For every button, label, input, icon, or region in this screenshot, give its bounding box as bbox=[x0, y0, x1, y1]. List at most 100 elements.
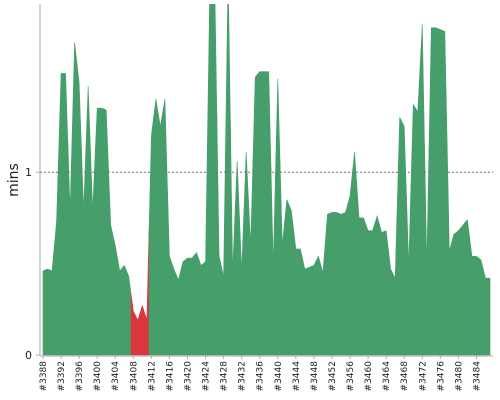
area-segment bbox=[44, 268, 51, 356]
area-segment bbox=[248, 161, 254, 356]
area-segment bbox=[279, 162, 285, 356]
area-segment bbox=[455, 227, 461, 356]
x-tick-label: #3388 bbox=[39, 361, 49, 392]
x-tick-label: #3448 bbox=[310, 361, 320, 392]
x-tick-label: #3464 bbox=[382, 361, 392, 392]
area-segment bbox=[72, 42, 78, 356]
area-segment bbox=[85, 86, 91, 356]
area-segment bbox=[356, 184, 362, 356]
area-segment bbox=[469, 237, 475, 356]
area-segment bbox=[473, 255, 480, 356]
area-segment bbox=[424, 144, 430, 356]
area-segment bbox=[175, 270, 182, 356]
x-tick-label: #3476 bbox=[436, 361, 446, 392]
area-segment bbox=[230, 120, 236, 356]
area-segment bbox=[42, 269, 46, 356]
area-segment bbox=[342, 204, 349, 356]
area-segment bbox=[442, 30, 448, 356]
area-segment bbox=[166, 177, 172, 356]
area-segment bbox=[275, 78, 281, 356]
area-segment bbox=[410, 103, 416, 356]
x-tick-label: #3444 bbox=[292, 361, 302, 392]
plot-area bbox=[42, 4, 491, 356]
area-segment bbox=[202, 116, 209, 356]
area-segment bbox=[257, 71, 263, 356]
area-segment bbox=[162, 99, 168, 356]
area-segment bbox=[180, 259, 186, 356]
area-segment bbox=[261, 71, 267, 356]
x-tick-label: #3416 bbox=[165, 361, 175, 392]
x-tick-label: #3428 bbox=[220, 361, 230, 392]
area-segment bbox=[428, 27, 434, 356]
area-segment bbox=[365, 224, 371, 356]
area-segment bbox=[351, 152, 358, 356]
x-tick-label: #3404 bbox=[111, 361, 121, 392]
area-segment bbox=[374, 214, 380, 356]
area-segment bbox=[446, 141, 452, 356]
area-segment bbox=[184, 257, 191, 356]
x-tick-label: #3480 bbox=[454, 361, 464, 392]
area-segment bbox=[392, 197, 398, 356]
x-tick-label: #3420 bbox=[183, 361, 193, 392]
area-segment bbox=[347, 173, 353, 356]
area-segment bbox=[383, 230, 389, 356]
x-tick-label: #3412 bbox=[147, 361, 157, 391]
x-tick-label: #3396 bbox=[75, 361, 85, 392]
area-segment bbox=[433, 27, 439, 356]
area-segment bbox=[451, 231, 457, 356]
area-segment bbox=[53, 147, 60, 356]
area-segment bbox=[397, 117, 403, 356]
area-segment bbox=[288, 204, 294, 356]
area-segment bbox=[487, 277, 491, 356]
area-segment bbox=[311, 260, 317, 356]
x-tick-label: #3436 bbox=[256, 361, 266, 392]
area-segment bbox=[297, 248, 303, 356]
area-segment bbox=[266, 71, 272, 356]
area-segment bbox=[239, 211, 245, 356]
area-segment bbox=[207, 4, 213, 356]
area-segment bbox=[135, 312, 141, 356]
area-segment bbox=[329, 212, 335, 356]
area-segment bbox=[293, 229, 299, 356]
x-tick-label: #3432 bbox=[238, 361, 248, 391]
area-segment bbox=[379, 224, 385, 356]
area-segment bbox=[144, 227, 150, 356]
area-segment bbox=[112, 235, 118, 356]
area-segment bbox=[148, 117, 154, 356]
area-segment bbox=[306, 265, 312, 356]
area-segment bbox=[94, 107, 100, 356]
x-tick-label: #3424 bbox=[202, 361, 212, 392]
area-segment bbox=[49, 246, 55, 356]
area-segment bbox=[415, 67, 421, 356]
area-segment bbox=[406, 184, 412, 356]
area-segment bbox=[320, 243, 326, 356]
area-segment bbox=[302, 258, 308, 356]
area-segment bbox=[333, 212, 340, 356]
area-segment bbox=[121, 264, 127, 356]
y-tick-label: 1 bbox=[25, 166, 32, 179]
area-segment bbox=[108, 167, 114, 356]
area-segment bbox=[315, 255, 321, 356]
x-tick-label: #3460 bbox=[364, 361, 374, 392]
area-segment bbox=[117, 258, 123, 356]
area-segment bbox=[193, 252, 200, 356]
area-segment bbox=[212, 4, 218, 356]
area-segment bbox=[157, 112, 163, 356]
x-tick-label: #3484 bbox=[472, 361, 482, 392]
area-segment bbox=[198, 258, 204, 356]
area-segment bbox=[153, 99, 159, 356]
area-segment bbox=[63, 73, 69, 356]
area-segment bbox=[270, 168, 276, 356]
area-segment bbox=[216, 113, 222, 356]
area-segment bbox=[139, 304, 145, 356]
area-segment bbox=[221, 123, 227, 356]
x-tick-label: #3408 bbox=[129, 361, 139, 392]
area-segment bbox=[234, 161, 240, 356]
area-segment bbox=[225, 4, 231, 356]
area-segment bbox=[189, 254, 195, 356]
area-segment bbox=[437, 28, 443, 356]
x-tick-label: #3472 bbox=[418, 361, 428, 391]
x-tick-label: #3440 bbox=[274, 361, 284, 392]
area-segment bbox=[419, 24, 425, 356]
